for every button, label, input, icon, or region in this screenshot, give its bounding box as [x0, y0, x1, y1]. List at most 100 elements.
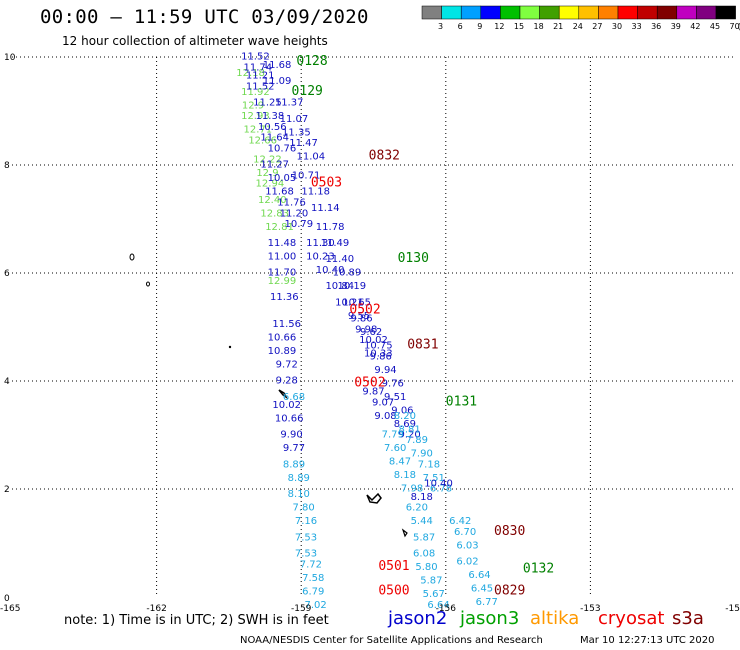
swh-value-label: 10.76 [268, 144, 297, 155]
chart-title: 00:00 – 11:59 UTC 03/09/2020 [40, 6, 369, 28]
swh-value-label: 10.02 [359, 335, 388, 346]
swh-value-label: 8.81 [399, 424, 421, 435]
swh-value-label: 8.69 [394, 419, 416, 430]
island-outlines [129, 253, 408, 538]
colorbar-label: 36 [651, 22, 661, 31]
pass-time-label: 0832 [369, 149, 400, 164]
colorbar-swatch [480, 5, 501, 20]
colorbar-swatch [460, 5, 482, 20]
swh-value-label: 10.02 [272, 400, 301, 411]
island-nihoa [228, 345, 232, 349]
y-tick-label: 10 [4, 53, 16, 63]
swh-value-label: 12.71 [243, 125, 272, 136]
swh-value-label: 10.40 [424, 478, 453, 489]
colorbar-swatch [715, 5, 736, 20]
colorbar-label: 3 [438, 22, 443, 31]
swh-value-label: 12.22 [253, 154, 282, 165]
swh-value-label: 11.20 [280, 208, 309, 219]
legend-cryosat: cryosat [598, 608, 665, 629]
y-tick-label: 0 [4, 594, 10, 604]
swh-value-label: 9.86 [350, 314, 372, 325]
swh-value-label: 6.79 [302, 586, 324, 597]
swh-value-label: 11.40 [325, 254, 354, 265]
swh-value-label: 7.80 [292, 503, 314, 514]
swh-value-label: 11.78 [316, 222, 345, 233]
swh-value-label: 10.21 [335, 297, 364, 308]
swh-value-label: 6.77 [476, 597, 498, 608]
pass-time-label: 0502 [349, 303, 380, 318]
colorbar-swatch [539, 5, 560, 20]
y-tick-label: 8 [4, 161, 10, 171]
swh-value-label: 9.62 [360, 327, 382, 338]
swh-value-label: 11.68 [263, 60, 292, 71]
swh-value-label: 7.98 [401, 484, 423, 495]
swh-value-label: 11.56 [272, 319, 301, 330]
colorbar-swatch [637, 5, 658, 20]
swh-value-label: 7.89 [406, 435, 428, 446]
swh-value-label: 11.64 [260, 133, 289, 144]
colorbar-label: 18 [534, 22, 544, 31]
swh-value-label: 6.78 [430, 484, 452, 495]
swh-value-label: 12.9 [256, 168, 278, 179]
swh-tracks: 12.1811.9212.912.9312.7112.6612.2212.912… [236, 52, 498, 611]
swh-value-label: 11.70 [268, 268, 297, 279]
colorbar-label: 30 [612, 22, 622, 31]
swh-value-label: 9.20 [399, 430, 421, 441]
swh-value-label: 9.55 [348, 311, 370, 322]
swh-value-label: 8.10 [288, 489, 310, 500]
swh-value-label: 8.89 [288, 473, 310, 484]
swh-value-label: 7.60 [384, 443, 406, 454]
chart-subtitle: 12 hour collection of altimeter wave hei… [62, 34, 328, 48]
swh-value-label: 8.20 [394, 411, 416, 422]
credit-text: NOAA/NESDIS Center for Satellite Applica… [240, 635, 543, 646]
swh-value-label: 7.51 [423, 473, 445, 484]
colorbar-label: 9 [477, 22, 482, 31]
swh-value-label: 7.90 [411, 449, 433, 460]
colorbar-swatch [421, 5, 442, 20]
y-tick-label: 6 [4, 269, 10, 279]
colorbar-swatch [676, 5, 697, 20]
y-tick-label: 2 [4, 485, 10, 495]
swh-value-label: 12.66 [248, 135, 277, 146]
swh-value-label: 10.66 [268, 333, 297, 344]
swh-value-label: 10.05 [268, 173, 297, 184]
swh-value-label: 9.77 [283, 443, 305, 454]
colorbar-label: 42 [690, 22, 700, 31]
swh-value-label: 6.64 [427, 600, 449, 611]
swh-value-label: 11.52 [241, 52, 270, 63]
swh-value-label: 7.79 [382, 430, 404, 441]
pass-time-label: 0500 [378, 583, 409, 598]
swh-value-label: 9.86 [370, 351, 392, 362]
colorbar-swatch [441, 5, 462, 20]
swh-value-label: 12.18 [236, 68, 265, 79]
swh-value-label: 11.07 [280, 114, 309, 125]
legend-jason3: jason3 [460, 608, 520, 629]
swh-value-label: 9.72 [276, 360, 298, 371]
pass-time-label: 0129 [292, 84, 323, 99]
swh-value-label: 8.18 [411, 492, 433, 503]
pass-time-label: 0131 [446, 394, 477, 409]
x-tick-label: -159 [291, 604, 312, 614]
swh-value-label: 7.72 [300, 559, 322, 570]
colorbar-swatch [598, 5, 619, 20]
swh-value-label: 9.28 [276, 376, 298, 387]
swh-value-label: 12.93 [241, 111, 270, 122]
swh-value-label: 6.70 [454, 527, 476, 538]
swh-value-label: 12.9 [242, 100, 264, 111]
swh-value-label: 11.27 [260, 160, 289, 171]
swh-value-label: 11.21 [246, 71, 275, 82]
swh-value-label: 5.44 [411, 516, 433, 527]
swh-value-label: 10.65 [342, 297, 371, 308]
swh-value-label: 7.58 [302, 573, 324, 584]
swh-value-label: 6.64 [468, 570, 490, 581]
x-tick-label: -153 [580, 604, 600, 614]
swh-value-label: 9.98 [355, 324, 377, 335]
swh-value-label: 6.68 [283, 392, 305, 403]
swh-value-label: 10.84 [325, 281, 354, 292]
swh-value-label: 6.08 [413, 549, 435, 560]
swh-value-label: 11.37 [275, 98, 304, 109]
colorbar-swatch [500, 5, 521, 20]
pass-time-label: 0830 [494, 524, 525, 539]
footnote: note: 1) Time is in UTC; 2) SWH is in fe… [64, 613, 329, 628]
